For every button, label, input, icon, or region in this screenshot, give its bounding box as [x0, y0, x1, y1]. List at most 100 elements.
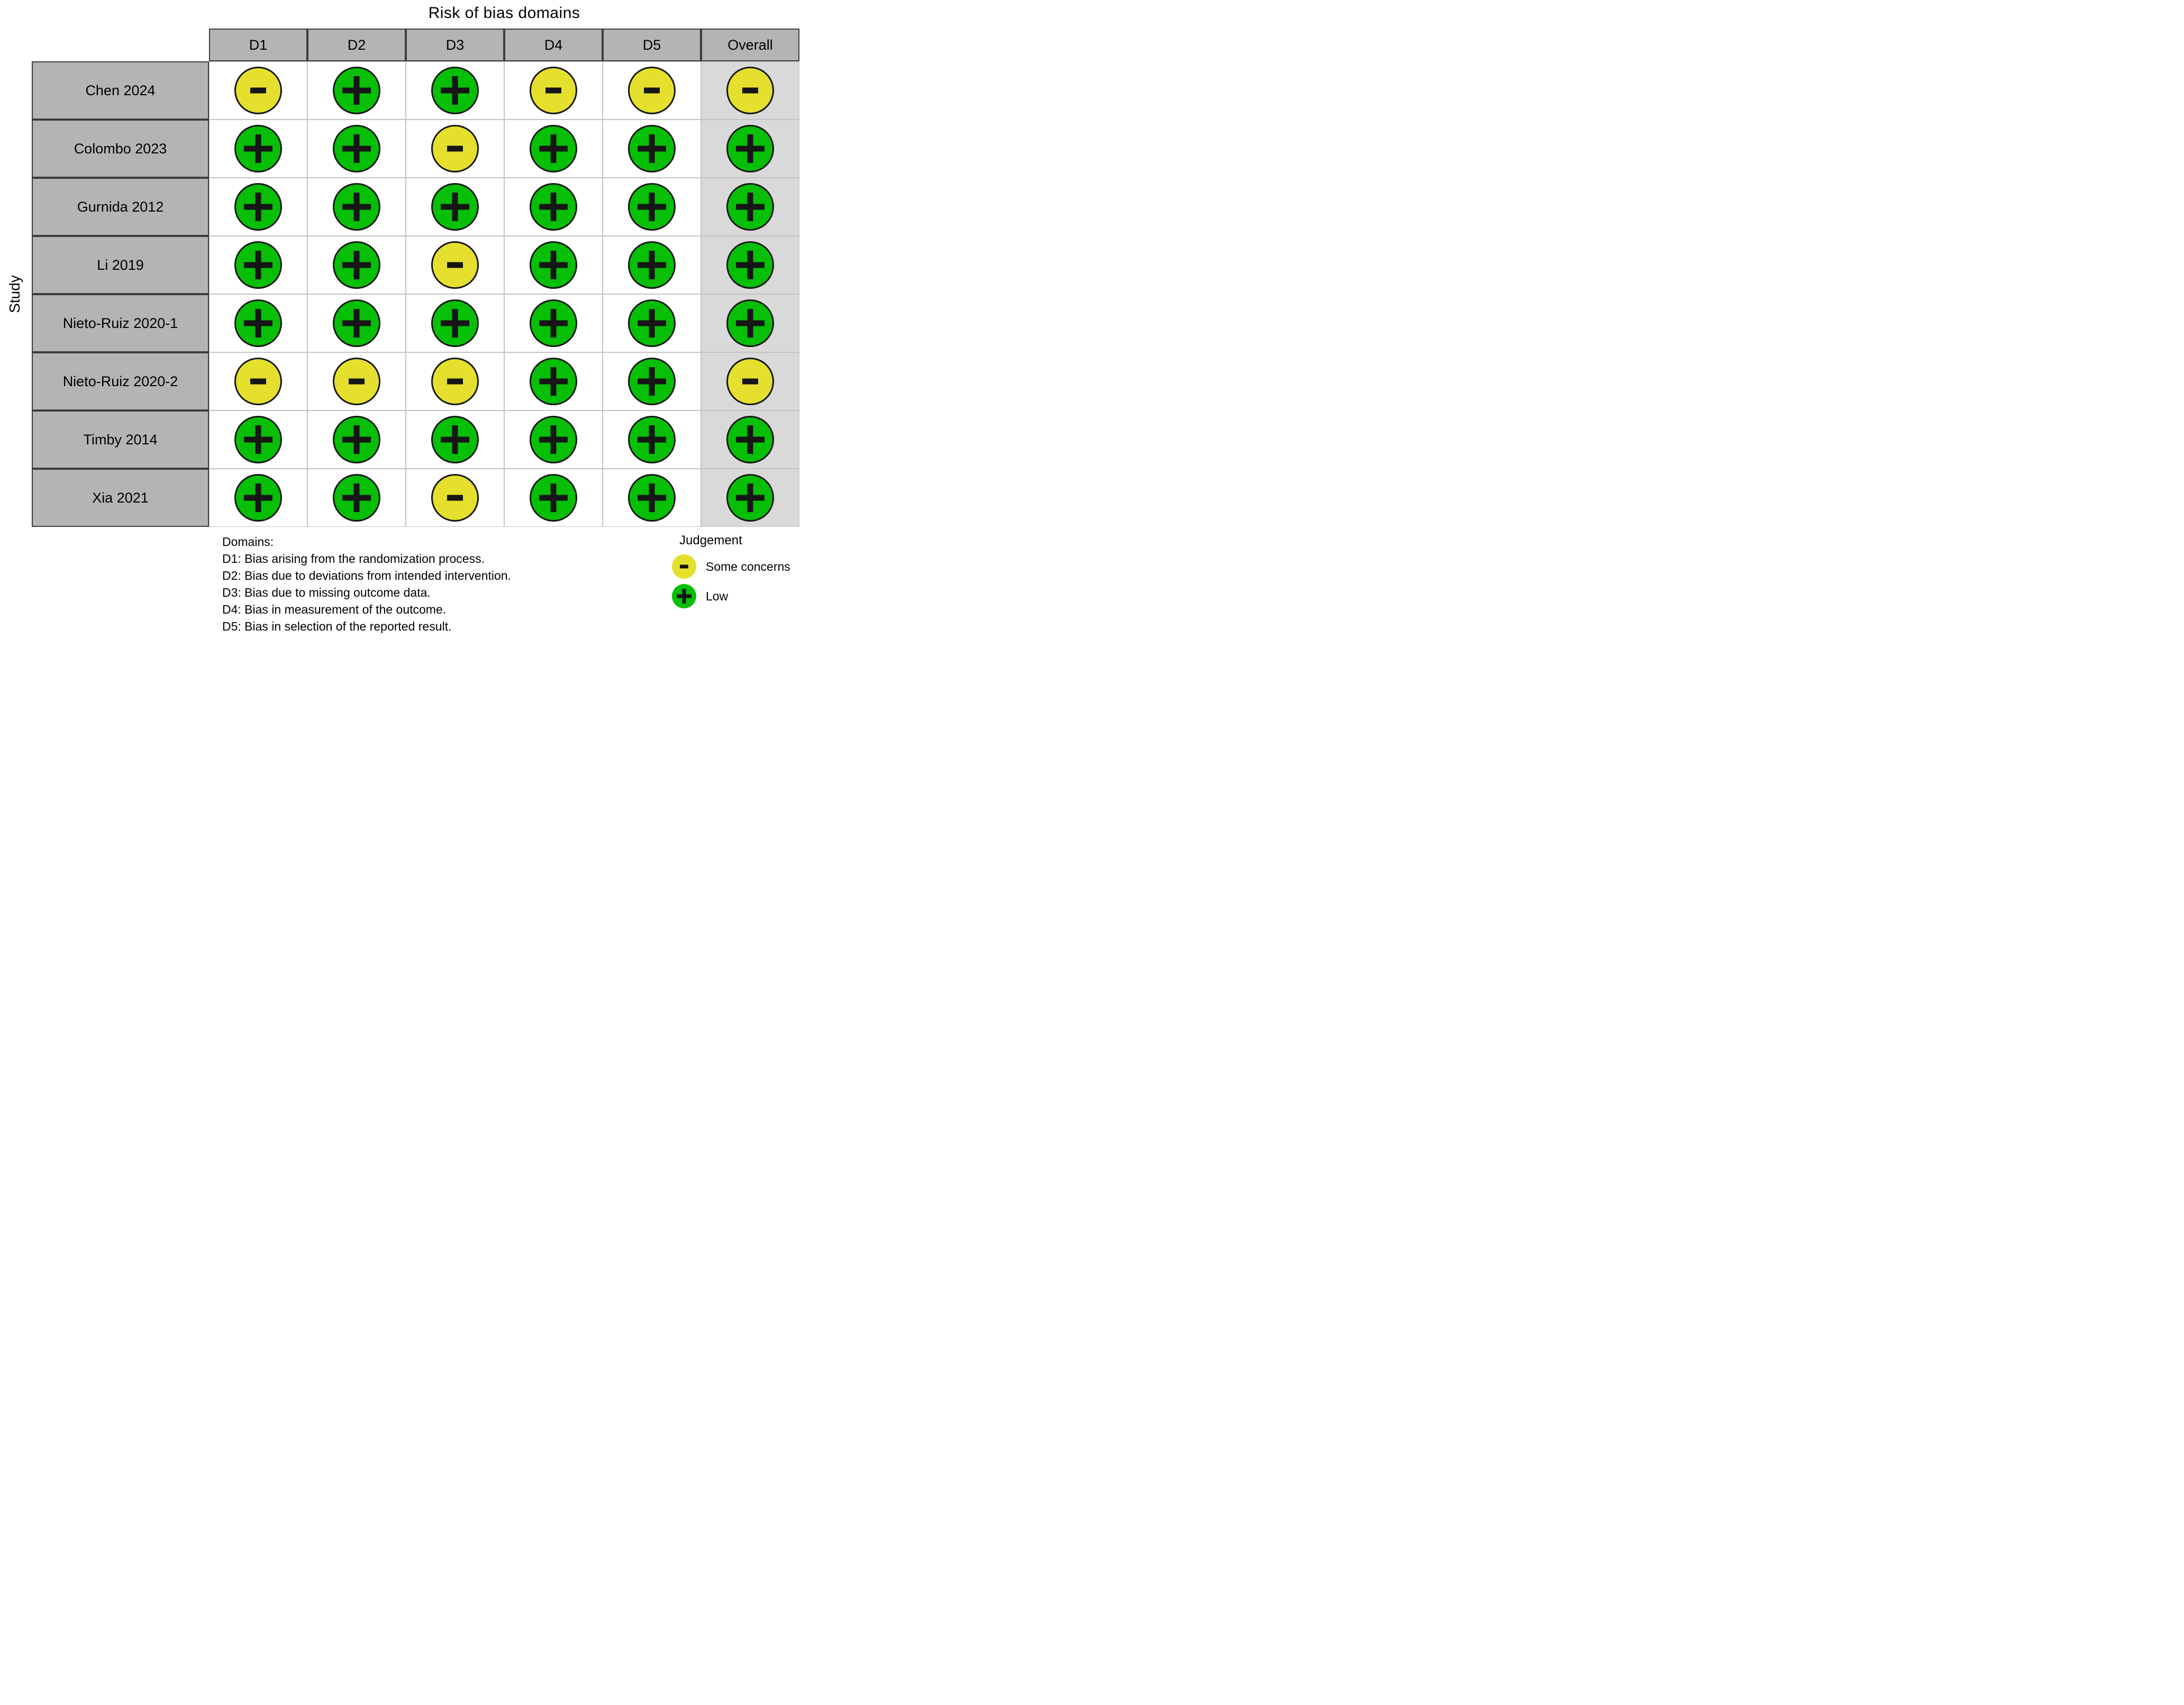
column-header-overall: Overall	[701, 29, 799, 61]
legend-item-some-concerns: Some concerns	[672, 554, 790, 579]
plus-icon	[236, 185, 280, 229]
judgement-cell	[603, 352, 701, 411]
judgement-cell	[209, 411, 307, 469]
judgement-circle-low	[530, 241, 577, 289]
plus-icon	[531, 417, 576, 462]
judgement-cell	[209, 61, 307, 120]
minus-icon	[236, 68, 280, 113]
footnote-d4: D4: Bias in measurement of the outcome.	[222, 603, 447, 616]
plus-icon	[728, 243, 772, 287]
judgement-circle-low	[530, 183, 577, 231]
plus-icon	[728, 185, 772, 229]
judgement-cell	[504, 120, 603, 178]
judgement-circle-low	[726, 416, 774, 463]
judgement-cell	[307, 411, 406, 469]
judgement-circle-some-concerns	[234, 358, 282, 405]
judgement-cell	[307, 352, 406, 411]
column-header-d5: D5	[603, 29, 701, 61]
judgement-cell	[307, 61, 406, 120]
plus-icon	[531, 476, 576, 520]
judgement-circle-some-concerns	[431, 474, 479, 522]
judgement-cell	[406, 61, 504, 120]
plus-icon	[334, 185, 379, 229]
judgement-circle-low	[234, 474, 282, 522]
footnote-d2: D2: Bias due to deviations from intended…	[222, 569, 511, 582]
judgement-circle-low	[234, 125, 282, 172]
some-concerns-circle-icon	[672, 554, 696, 579]
judgement-circle-low	[628, 416, 676, 463]
judgement-cell	[603, 411, 701, 469]
judgement-circle-low	[726, 474, 774, 522]
plus-icon	[334, 68, 379, 113]
judgement-circle-low	[530, 358, 577, 405]
judgement-cell	[701, 178, 799, 236]
plus-icon	[334, 126, 379, 171]
footnote-d1: D1: Bias arising from the randomization …	[222, 552, 485, 566]
judgement-circle-low	[234, 416, 282, 463]
judgement-circle-low	[726, 299, 774, 347]
judgement-cell	[406, 411, 504, 469]
judgement-cell	[307, 178, 406, 236]
judgement-cell	[406, 178, 504, 236]
judgement-circle-some-concerns	[726, 358, 774, 405]
study-label: Chen 2024	[32, 61, 209, 120]
judgement-cell	[701, 61, 799, 120]
plus-icon	[728, 126, 772, 171]
judgement-cell	[504, 294, 603, 352]
minus-icon	[236, 359, 280, 404]
judgement-circle-some-concerns	[431, 358, 479, 405]
minus-icon	[433, 359, 477, 404]
judgement-cell	[504, 469, 603, 527]
judgement-circle-low	[726, 125, 774, 172]
judgement-circle-low	[628, 183, 676, 231]
judgement-circle-low	[628, 125, 676, 172]
plus-icon	[531, 359, 576, 404]
judgement-cell	[701, 120, 799, 178]
judgement-cell	[701, 469, 799, 527]
judgement-circle-low	[333, 67, 380, 114]
minus-icon	[433, 126, 477, 171]
judgement-cell	[406, 469, 504, 527]
minus-icon	[728, 359, 772, 404]
judgement-circle-some-concerns	[431, 241, 479, 289]
judgement-circle-low	[628, 241, 676, 289]
plus-icon	[433, 68, 477, 113]
plus-icon	[630, 476, 674, 520]
plus-icon	[334, 476, 379, 520]
study-label: Timby 2014	[32, 411, 209, 469]
judgement-circle-low	[628, 299, 676, 347]
plus-icon	[236, 476, 280, 520]
legend-label-some-concerns: Some concerns	[706, 559, 790, 573]
minus-icon	[433, 243, 477, 287]
judgement-circle-low	[333, 183, 380, 231]
risk-of-bias-figure: Risk of bias domains Study D1 D2 D3 D4 D5 Ove…	[0, 0, 819, 640]
judgement-circle-low	[431, 299, 479, 347]
judgement-cell	[701, 411, 799, 469]
judgement-circle-low	[530, 299, 577, 347]
judgement-circle-some-concerns	[234, 67, 282, 114]
plus-icon	[334, 417, 379, 462]
judgement-circle-low	[333, 241, 380, 289]
judgement-circle-low	[234, 241, 282, 289]
plus-icon	[433, 301, 477, 345]
column-header-d4: D4	[504, 29, 603, 61]
judgement-cell	[504, 178, 603, 236]
judgement-cell	[701, 294, 799, 352]
minus-icon	[433, 476, 477, 520]
judgement-circle-low	[530, 125, 577, 172]
minus-icon	[531, 68, 576, 113]
chart-title: Risk of bias domains	[428, 4, 580, 22]
judgement-cell	[603, 294, 701, 352]
study-label: Li 2019	[32, 236, 209, 294]
judgement-cell	[406, 236, 504, 294]
plus-icon	[672, 584, 696, 608]
column-header-d3: D3	[406, 29, 504, 61]
study-label: Nieto-Ruiz 2020-1	[32, 294, 209, 352]
study-label: Nieto-Ruiz 2020-2	[32, 352, 209, 411]
plus-icon	[728, 417, 772, 462]
judgement-circle-low	[628, 358, 676, 405]
judgement-cell	[406, 352, 504, 411]
low-circle-icon	[672, 584, 696, 608]
footnote-d3: D3: Bias due to missing outcome data.	[222, 586, 431, 599]
plus-icon	[334, 301, 379, 345]
